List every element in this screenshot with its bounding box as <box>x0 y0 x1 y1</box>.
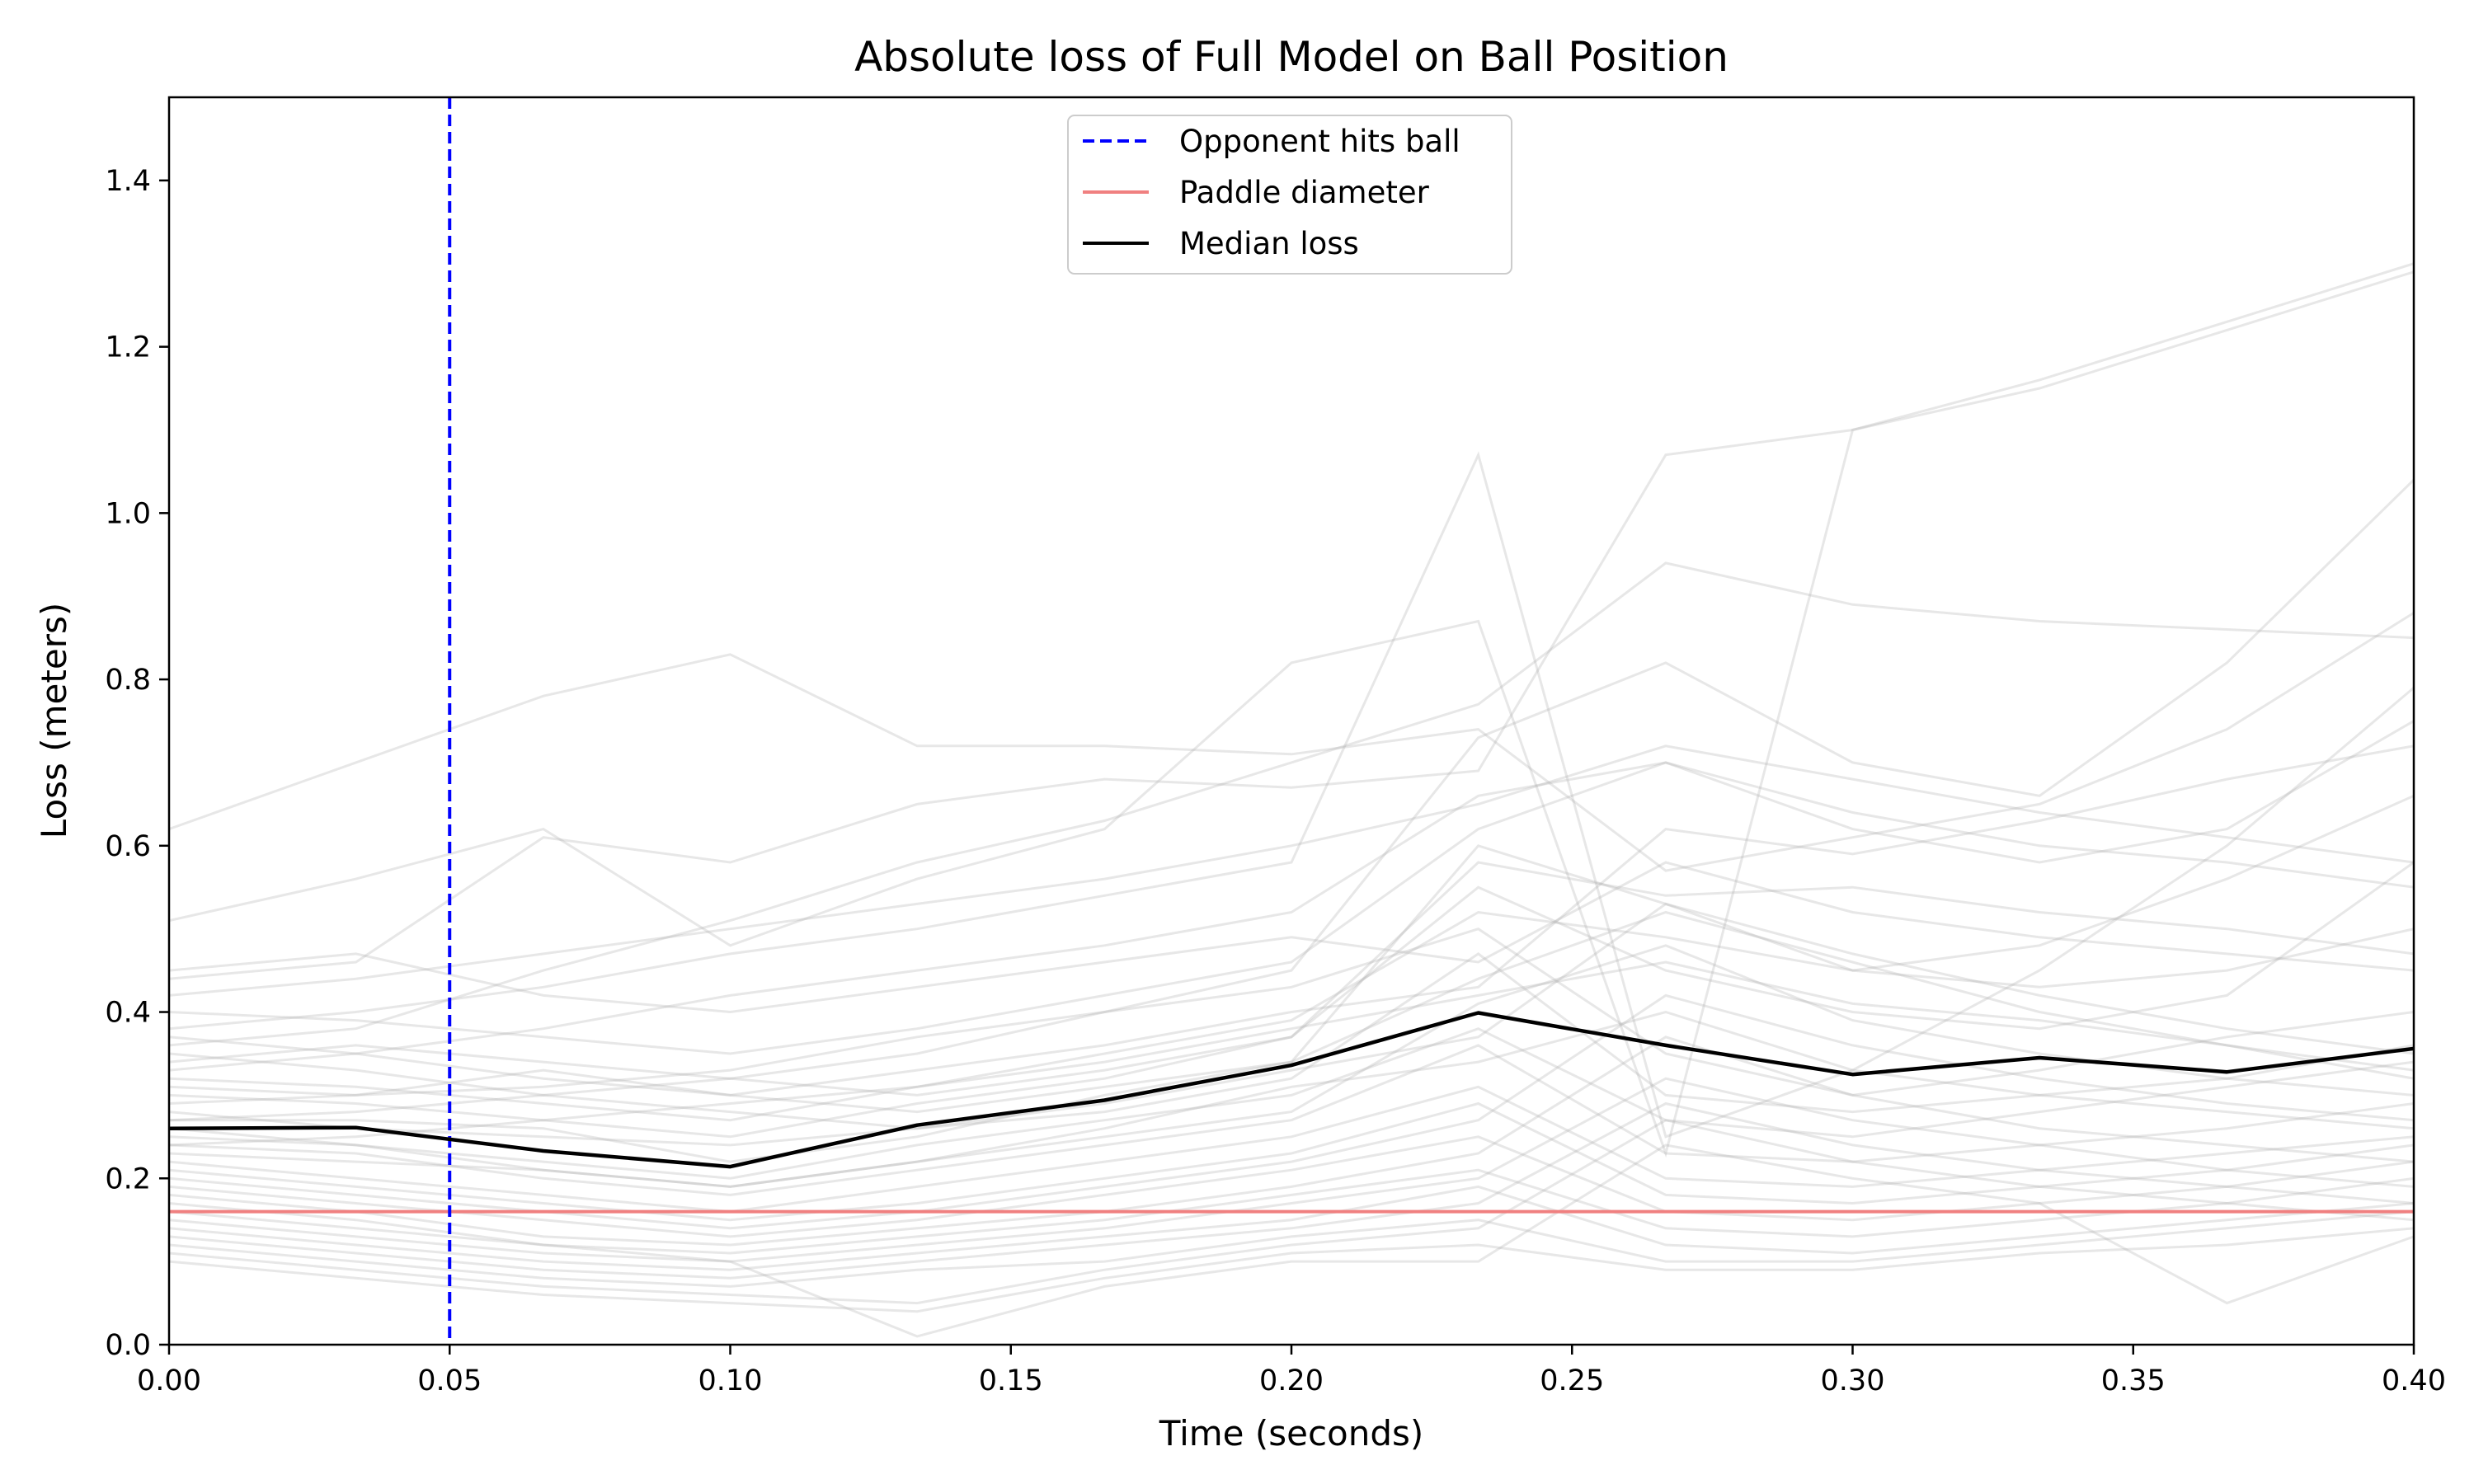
x-tick-label: 0.10 <box>698 1364 763 1397</box>
trajectories-layer <box>169 262 2414 1338</box>
trajectory-line-20 <box>169 1036 2414 1247</box>
x-axis: 0.00 0.05 0.10 0.15 0.20 0.25 0.30 0.35 0.40 <box>137 1345 2446 1397</box>
x-tick-label: 0.25 <box>1540 1364 1604 1397</box>
trajectory-line-5 <box>169 478 2414 1097</box>
trajectory-line-17 <box>169 1101 2414 1222</box>
x-tick-label: 0.40 <box>2382 1364 2446 1397</box>
trajectory-line-36 <box>169 960 2414 1147</box>
legend-label-paddle-diameter: Paddle diameter <box>1179 175 1430 210</box>
trajectory-line-2 <box>169 270 2414 980</box>
trajectory-line-19 <box>169 1135 2414 1238</box>
trajectory-line-6 <box>169 720 2414 1072</box>
trajectory-line-30 <box>169 761 2414 1055</box>
trajectory-line-23 <box>169 1185 2414 1271</box>
chart-title: Absolute loss of Full Model on Ball Posi… <box>854 33 1729 81</box>
x-tick-label: 0.00 <box>137 1364 201 1397</box>
trajectory-line-34 <box>169 744 2414 1097</box>
trajectory-line-7 <box>169 794 2414 1114</box>
trajectory-line-13 <box>169 1027 2414 1180</box>
trajectory-line-11 <box>169 910 2414 1163</box>
x-tick-label: 0.05 <box>417 1364 482 1397</box>
trajectory-line-28 <box>169 1144 2414 1338</box>
x-tick-label: 0.30 <box>1821 1364 1885 1397</box>
trajectory-line-27 <box>169 1227 2414 1313</box>
median-loss-line <box>169 1011 2414 1169</box>
trajectory-line-33 <box>169 861 2414 1014</box>
y-tick-label: 0.8 <box>105 664 151 697</box>
y-tick-label: 1.0 <box>105 497 151 530</box>
y-tick-label: 0.6 <box>105 830 151 863</box>
trajectory-line-8 <box>169 861 2414 1139</box>
median-layer <box>169 1011 2414 1169</box>
y-tick-label: 1.2 <box>105 331 151 364</box>
x-tick-label: 0.35 <box>2101 1364 2166 1397</box>
trajectory-line-29 <box>169 744 2414 997</box>
trajectory-line-25 <box>169 1210 2414 1288</box>
trajectory-line-32 <box>169 910 2414 1122</box>
trajectory-line-3 <box>169 451 2414 1139</box>
trajectory-line-31 <box>169 861 2414 1097</box>
y-tick-label: 0.4 <box>105 997 151 1030</box>
trajectory-line-12 <box>169 944 2414 1188</box>
trajectory-line-15 <box>169 1010 2414 1188</box>
x-axis-label: Time (seconds) <box>1159 1413 1424 1453</box>
trajectory-line-22 <box>169 1077 2414 1263</box>
y-tick-label: 0.0 <box>105 1329 151 1362</box>
y-tick-label: 1.4 <box>105 165 151 198</box>
trajectory-line-21 <box>169 1168 2414 1255</box>
x-tick-label: 0.15 <box>979 1364 1043 1397</box>
trajectory-line-4 <box>169 561 2414 1047</box>
x-tick-label: 0.20 <box>1259 1364 1324 1397</box>
trajectory-line-1 <box>169 262 2414 1158</box>
trajectory-line-9 <box>169 928 2414 1105</box>
trajectory-line-0 <box>169 612 2414 872</box>
legend: Opponent hits ball Paddle diameter Media… <box>1067 115 1512 275</box>
trajectory-line-16 <box>169 1085 2414 1214</box>
trajectory-line-14 <box>169 1044 2414 1196</box>
legend-label-median-loss: Median loss <box>1179 226 1359 261</box>
legend-box <box>1067 115 1512 275</box>
y-axis-label: Loss (meters) <box>34 603 74 838</box>
legend-label-opponent-hits-ball: Opponent hits ball <box>1179 124 1460 159</box>
plot-area <box>169 97 2414 1345</box>
trajectory-line-26 <box>169 1119 2414 1305</box>
trajectory-line-24 <box>169 1101 2414 1280</box>
reference-lines-layer <box>169 97 2414 1345</box>
y-tick-label: 0.2 <box>105 1162 151 1195</box>
trajectory-line-35 <box>169 902 2414 1130</box>
y-axis: 0.0 0.2 0.4 0.6 0.8 1.0 1.2 1.4 <box>105 165 169 1362</box>
trajectory-line-10 <box>169 952 2414 1147</box>
